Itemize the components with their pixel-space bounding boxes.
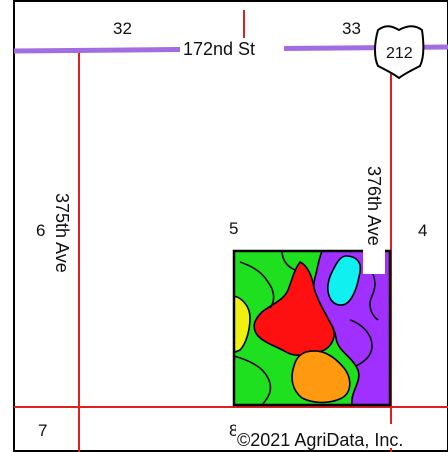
soil-boundary-3 — [349, 319, 373, 367]
field-soils — [233, 250, 391, 406]
section-number-5: 5 — [229, 219, 238, 238]
street-label: 172nd St — [183, 39, 255, 59]
map-frame — [13, 0, 448, 452]
route-number: 212 — [386, 45, 413, 62]
section-number-32: 32 — [113, 19, 132, 38]
avenue-east-label: 376th Ave — [364, 166, 384, 246]
soil-orange-region — [291, 350, 351, 404]
soil-boundary-1 — [239, 261, 275, 309]
street-label-bg — [180, 38, 284, 58]
section-number-8: 8 — [229, 421, 238, 440]
section-number-7: 7 — [38, 421, 47, 440]
soil-red-region — [253, 261, 335, 356]
section-number-6: 6 — [36, 221, 45, 240]
soil-boundary-2 — [233, 355, 272, 406]
soil-boundary-5 — [281, 250, 297, 271]
soil-cyan-region — [327, 255, 362, 306]
avenue-west-label: 375th Ave — [52, 193, 72, 273]
field-boundary — [232, 249, 392, 407]
credit-bg — [236, 424, 436, 448]
avenue-west-label-group: 375th Ave — [51, 191, 73, 301]
copyright-credit: ©2021 AgriData, Inc. — [237, 430, 403, 450]
avenue-west-label-bg — [51, 191, 73, 301]
avenue-east-label-group: 376th Ave — [363, 164, 385, 274]
avenue-east-label-bg — [363, 164, 385, 274]
section-number-4: 4 — [418, 221, 427, 240]
section-number-33: 33 — [342, 19, 361, 38]
us-route-shield-icon: 212 — [374, 25, 425, 80]
